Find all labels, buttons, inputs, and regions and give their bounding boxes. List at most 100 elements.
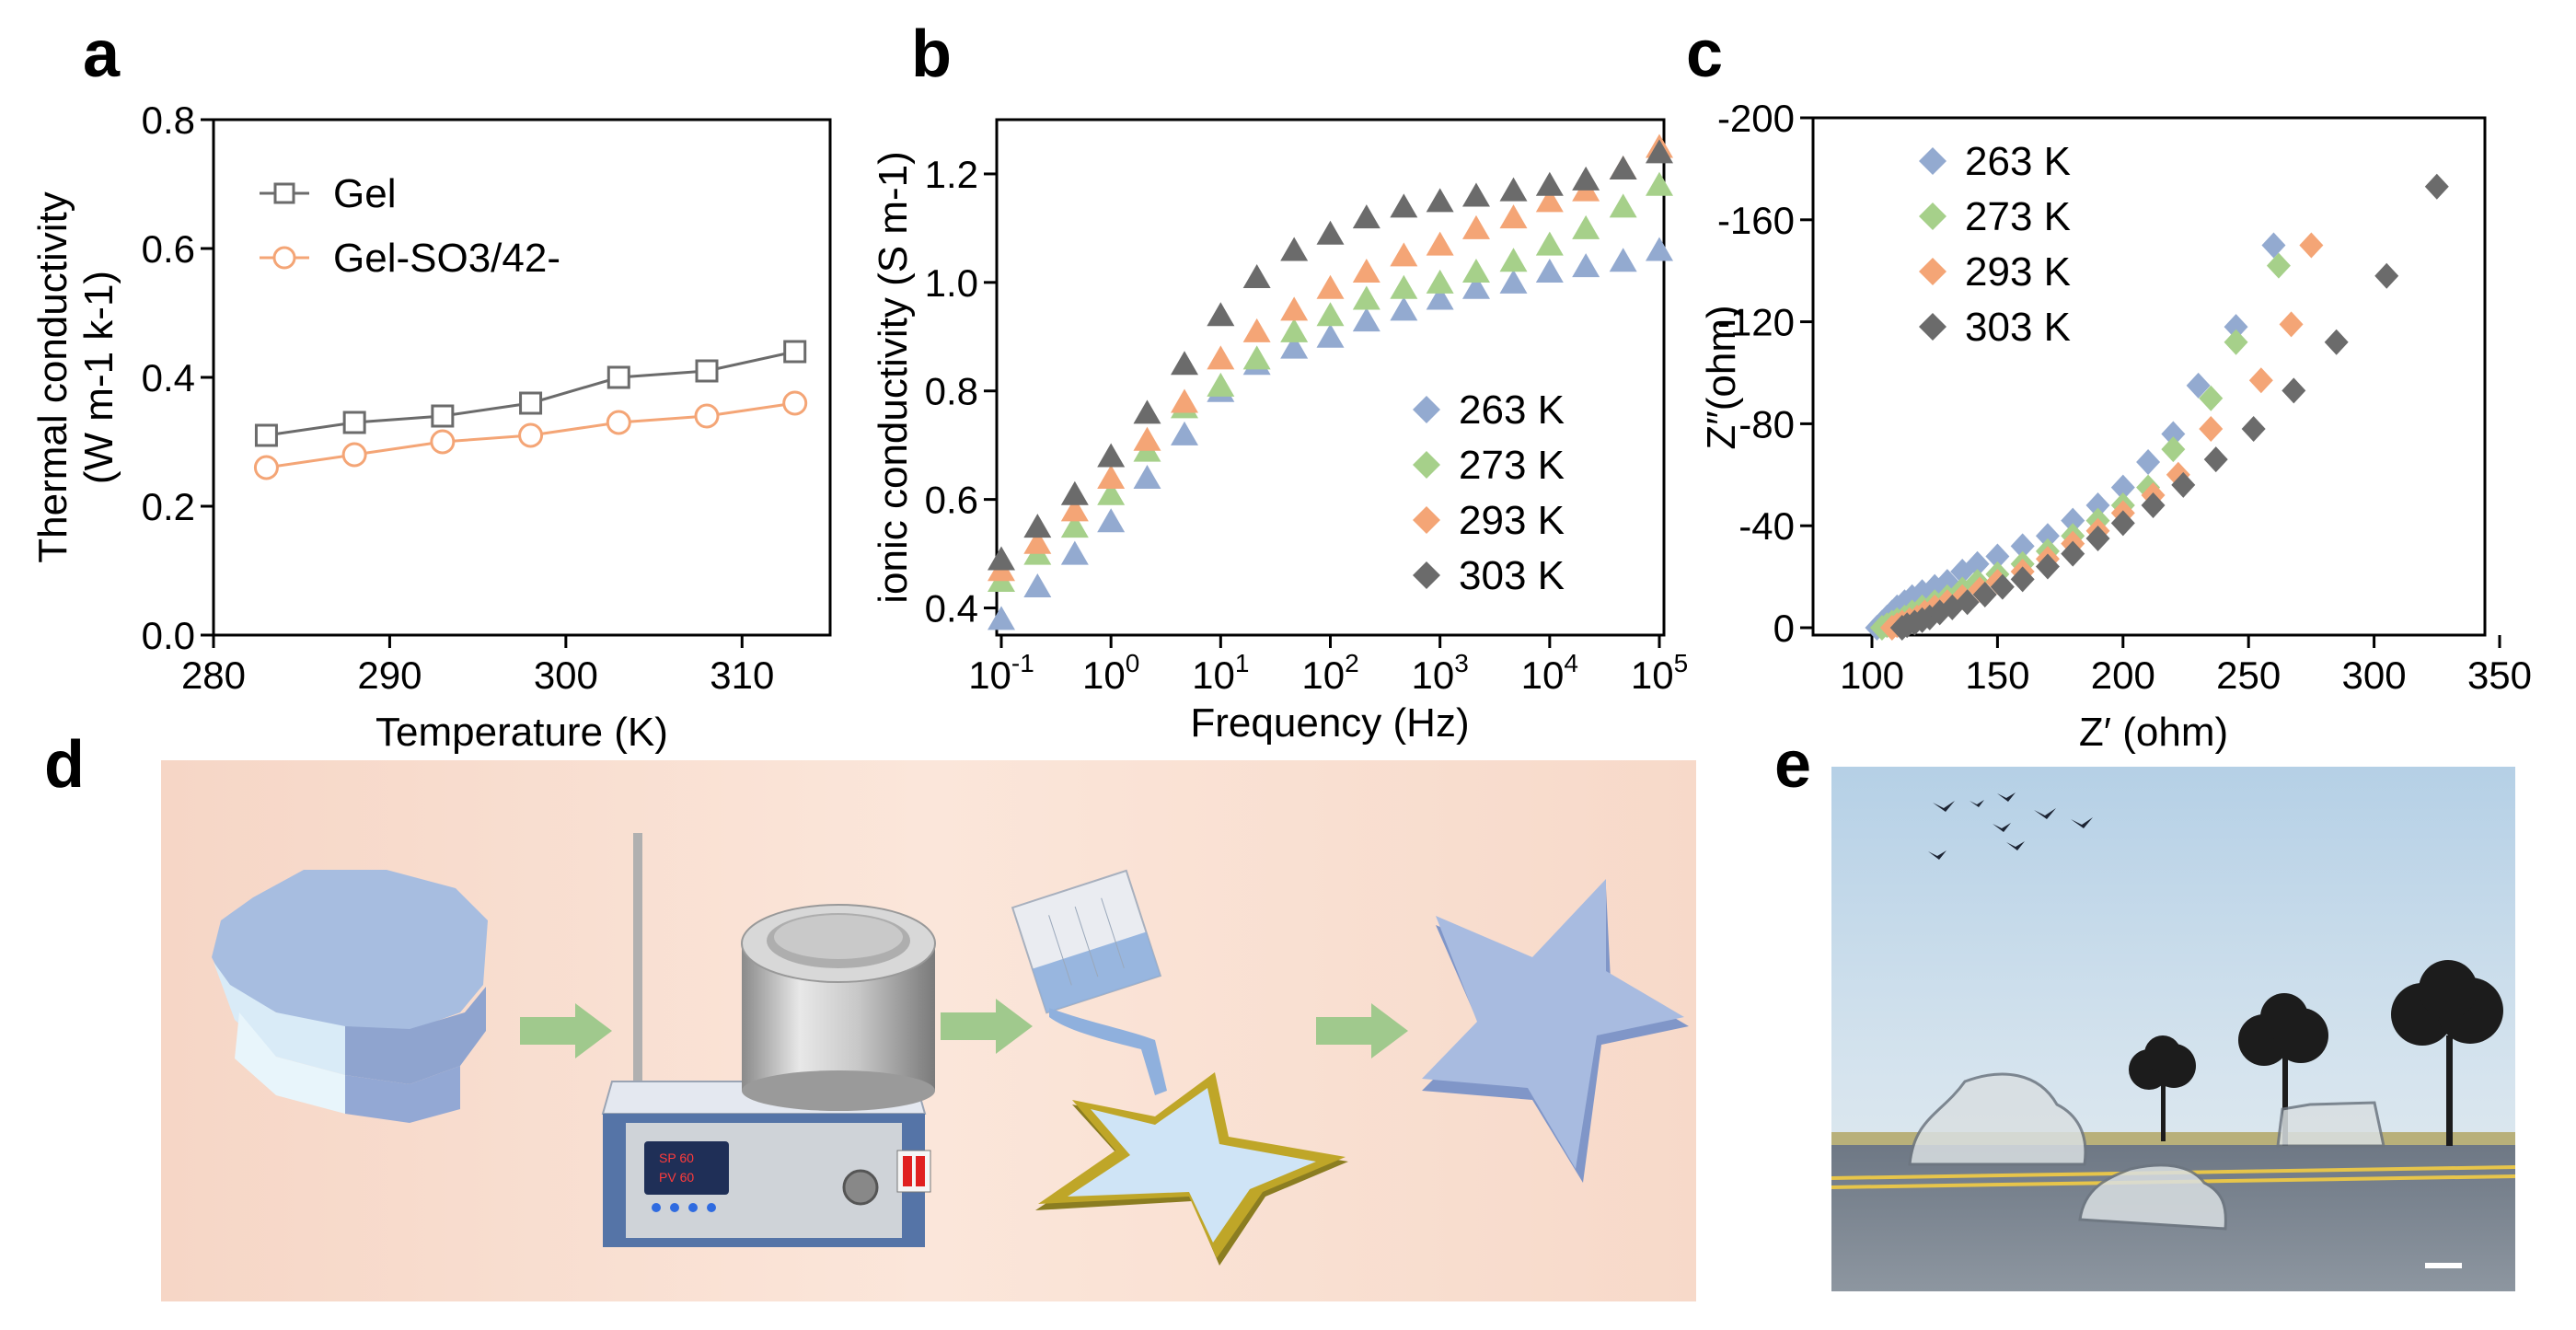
- data-point-b-263k: [1609, 248, 1637, 272]
- hotplate-display: [644, 1141, 729, 1195]
- data-point-c-273k: [2199, 385, 2224, 411]
- xlabel-a: Temperature (K): [375, 710, 668, 755]
- data-point-c-263k: [2136, 448, 2161, 475]
- data-point-b-263k: [1390, 296, 1418, 321]
- data-point-b-273k: [1499, 248, 1528, 272]
- legend-c-entry: 303 K: [1965, 305, 2071, 350]
- data-point-c-263k: [1985, 543, 2010, 570]
- ylabel-b: ionic conductivity (S m-1): [871, 151, 916, 603]
- legend-b-marker: [1413, 561, 1440, 589]
- data-point-b-273k: [1097, 480, 1126, 505]
- xtick-label-c: 250: [2216, 653, 2281, 697]
- legend-b-entry: 293 K: [1459, 498, 1565, 543]
- final-star-gel: [1422, 879, 1689, 1183]
- xtick-label-b: 100: [1082, 649, 1139, 697]
- data-point-b-273k: [1207, 372, 1235, 397]
- data-point-b-273k: [1609, 193, 1637, 218]
- panel-b-chart: 0.4 0.6 0.8 1.0 1.2 10-1 100 101 102 103 104 105 F…: [871, 118, 1688, 746]
- panel-d-schematic: SP 60 PV 60: [161, 760, 1696, 1301]
- hotplate-knob: [842, 1169, 879, 1206]
- data-point-c-263k: [2035, 523, 2060, 549]
- process-arrow-3: [1316, 1003, 1408, 1058]
- data-point-c-263k: [2161, 421, 2186, 447]
- data-point-c-263k: [1965, 550, 1990, 577]
- data-point-b-303k: [1207, 302, 1235, 327]
- ylabel-a-line1: Thermal conductivity: [30, 191, 75, 562]
- data-point-c-303k: [1955, 589, 1980, 616]
- data-point-b-303k: [1499, 177, 1528, 202]
- data-point-c-263k: [2010, 533, 2035, 560]
- data-point-a-gel: [431, 404, 455, 428]
- data-point-c-293k: [2299, 232, 2324, 259]
- data-point-b-303k: [1426, 188, 1454, 213]
- data-point-b-273k: [1461, 259, 1490, 283]
- legend-c-entry: 273 K: [1965, 194, 2071, 239]
- data-point-c-263k: [2186, 372, 2211, 399]
- ytick-label-b: 0.4: [925, 587, 978, 630]
- data-point-b-293k: [1060, 497, 1089, 522]
- data-point-c-293k: [2248, 367, 2273, 394]
- data-point-b-293k: [1461, 214, 1490, 239]
- data-point-b-293k: [1097, 465, 1126, 490]
- data-point-a-gel: [254, 423, 278, 447]
- data-point-a-gelso4: [430, 429, 456, 455]
- data-point-b-303k: [1316, 220, 1345, 245]
- data-point-c-303k: [2203, 446, 2228, 473]
- data-point-a-gelso4: [694, 403, 720, 429]
- data-point-c-303k: [2141, 492, 2166, 519]
- xlabel-c: Z′ (ohm): [2079, 710, 2228, 755]
- data-point-a-gel: [606, 365, 630, 389]
- data-point-b-273k: [1572, 214, 1600, 239]
- data-point-b-263k: [1461, 274, 1490, 299]
- data-point-b-303k: [1646, 139, 1673, 164]
- data-point-b-293k: [1390, 242, 1418, 267]
- data-point-b-273k: [1426, 269, 1454, 294]
- data-point-b-303k: [1535, 171, 1564, 196]
- legend-b-marker: [1413, 396, 1440, 423]
- data-point-a-gelso4: [253, 455, 279, 480]
- data-point-c-303k: [2424, 173, 2449, 200]
- panel-label-c: c: [1686, 17, 1724, 91]
- gel-cars: [1908, 1072, 2385, 1231]
- data-point-c-303k: [2171, 471, 2196, 498]
- panel-label-b: b: [911, 17, 952, 91]
- data-point-b-263k: [1280, 334, 1309, 359]
- data-point-b-263k: [1316, 323, 1345, 348]
- panel-c-chart: 0 -40 -80 -120 -160 -200 100 150 200 250 300 350 Z…: [1699, 97, 2532, 755]
- data-point-b-303k: [1060, 480, 1089, 505]
- xtick-label-a: 280: [181, 653, 246, 697]
- ytick-label-c: -160: [1717, 199, 1795, 242]
- data-point-b-263k: [988, 606, 1015, 630]
- process-arrow-1: [520, 1003, 612, 1058]
- data-point-c-273k: [2161, 436, 2186, 463]
- data-point-b-303k: [988, 546, 1015, 571]
- data-point-b-263k: [1426, 285, 1454, 310]
- legend-c-marker: [1919, 258, 1946, 285]
- hotplate-stirrer: SP 60 PV 60: [601, 833, 936, 1247]
- process-arrow-2: [941, 999, 1033, 1054]
- legend-b-marker: [1413, 506, 1440, 534]
- data-point-c-303k: [2085, 526, 2110, 552]
- xtick-label-b: 102: [1301, 649, 1358, 697]
- legend-b-entry: 273 K: [1459, 443, 1565, 488]
- data-point-b-293k: [1352, 259, 1380, 283]
- data-point-a-gel: [695, 359, 719, 383]
- ytick-label-c: -80: [1739, 402, 1795, 445]
- legend-b: 263 K 273 K 293 K 303 K: [1413, 387, 1565, 598]
- legend-c-entry: 263 K: [1965, 139, 2071, 184]
- data-point-b-303k: [1023, 514, 1052, 538]
- data-point-b-303k: [1133, 399, 1161, 424]
- data-point-b-263k: [1535, 259, 1564, 283]
- xtick-label-b: 101: [1192, 649, 1249, 697]
- data-point-b-263k: [1023, 572, 1052, 597]
- data-point-c-303k: [1990, 573, 2015, 600]
- data-point-a-gel: [342, 411, 366, 434]
- data-point-c-303k: [2010, 566, 2035, 593]
- data-point-b-303k: [1461, 182, 1490, 207]
- hotplate-display-sp: SP 60: [659, 1151, 694, 1165]
- ytick-label-b: 0.6: [925, 479, 978, 522]
- xtick-label-c: 200: [2091, 653, 2155, 697]
- data-point-b-273k: [1316, 302, 1345, 327]
- data-point-b-263k: [1060, 540, 1089, 565]
